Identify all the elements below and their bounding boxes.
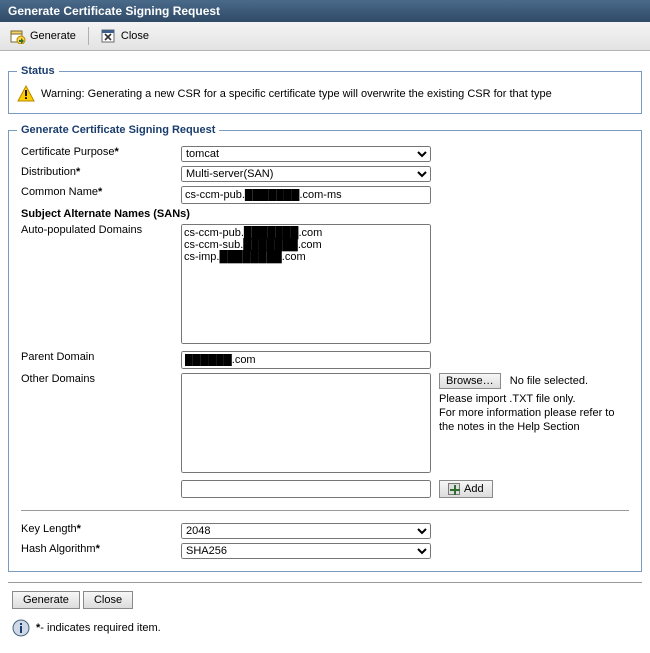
parent-domain-input[interactable] bbox=[181, 351, 431, 369]
footer-buttons: Generate Close bbox=[12, 591, 642, 609]
label-hash-algorithm: Hash Algorithm bbox=[21, 543, 96, 555]
toolbar-separator bbox=[88, 27, 89, 45]
window-title: Generate Certificate Signing Request bbox=[8, 4, 220, 18]
footer-divider bbox=[8, 582, 642, 583]
label-san-header: Subject Alternate Names (SANs) bbox=[21, 208, 190, 220]
label-parent-domain: Parent Domain bbox=[21, 351, 94, 363]
required-mark: * bbox=[76, 166, 80, 178]
add-button[interactable]: Add bbox=[439, 480, 493, 498]
label-other-domains: Other Domains bbox=[21, 373, 95, 385]
footer-close-button[interactable]: Close bbox=[83, 591, 133, 609]
divider bbox=[21, 510, 629, 511]
info-icon bbox=[12, 619, 30, 637]
common-name-input[interactable] bbox=[181, 186, 431, 204]
status-legend: Status bbox=[17, 65, 59, 77]
toolbar-close-button[interactable]: Close bbox=[97, 26, 153, 46]
other-domains-textarea[interactable] bbox=[181, 373, 431, 473]
required-mark: * bbox=[77, 523, 81, 535]
file-hint-2: For more information please refer to the… bbox=[439, 407, 629, 435]
window-titlebar: Generate Certificate Signing Request bbox=[0, 0, 650, 22]
hash-algorithm-select[interactable]: SHA256 bbox=[181, 543, 431, 559]
label-common-name: Common Name bbox=[21, 186, 98, 198]
browse-button[interactable]: Browse… bbox=[439, 373, 501, 389]
status-fieldset: Status Warning: Generating a new CSR for… bbox=[8, 65, 642, 114]
required-mark: * bbox=[96, 543, 100, 555]
status-warning-text: Warning: Generating a new CSR for a spec… bbox=[41, 88, 552, 100]
file-hint-1: Please import .TXT file only. bbox=[439, 393, 629, 407]
status-warning-row: Warning: Generating a new CSR for a spec… bbox=[17, 85, 633, 103]
no-file-text: No file selected. bbox=[510, 375, 588, 387]
csr-form-fieldset: Generate Certificate Signing Request Cer… bbox=[8, 124, 642, 572]
toolbar-close-label: Close bbox=[121, 30, 149, 42]
plus-icon bbox=[448, 483, 460, 495]
toolbar: Generate Close bbox=[0, 22, 650, 51]
add-button-label: Add bbox=[464, 483, 484, 495]
distribution-select[interactable]: Multi-server(SAN) bbox=[181, 166, 431, 182]
key-length-select[interactable]: 2048 bbox=[181, 523, 431, 539]
close-icon bbox=[101, 28, 117, 44]
form-table: Certificate Purpose* tomcat Distribution… bbox=[17, 144, 633, 561]
label-distribution: Distribution bbox=[21, 166, 76, 178]
add-domain-input[interactable] bbox=[181, 480, 431, 498]
required-note-text: - indicates required item. bbox=[40, 622, 160, 634]
cert-purpose-select[interactable]: tomcat bbox=[181, 146, 431, 162]
required-mark: * bbox=[98, 186, 102, 198]
file-hint-block: Please import .TXT file only. For more i… bbox=[439, 393, 629, 434]
footer-generate-button[interactable]: Generate bbox=[12, 591, 80, 609]
toolbar-generate-button[interactable]: Generate bbox=[6, 26, 80, 46]
label-cert-purpose: Certificate Purpose bbox=[21, 146, 115, 158]
generate-icon bbox=[10, 28, 26, 44]
label-auto-domains: Auto-populated Domains bbox=[21, 224, 142, 236]
toolbar-generate-label: Generate bbox=[30, 30, 76, 42]
auto-domains-textarea[interactable]: cs-ccm-pub.███████.com cs-ccm-sub.██████… bbox=[181, 224, 431, 344]
csr-form-legend: Generate Certificate Signing Request bbox=[17, 124, 219, 136]
label-key-length: Key Length bbox=[21, 523, 77, 535]
required-note-row: *- indicates required item. bbox=[8, 619, 642, 637]
content-area: Status Warning: Generating a new CSR for… bbox=[0, 51, 650, 653]
required-mark: * bbox=[115, 146, 119, 158]
warning-icon bbox=[17, 85, 35, 103]
